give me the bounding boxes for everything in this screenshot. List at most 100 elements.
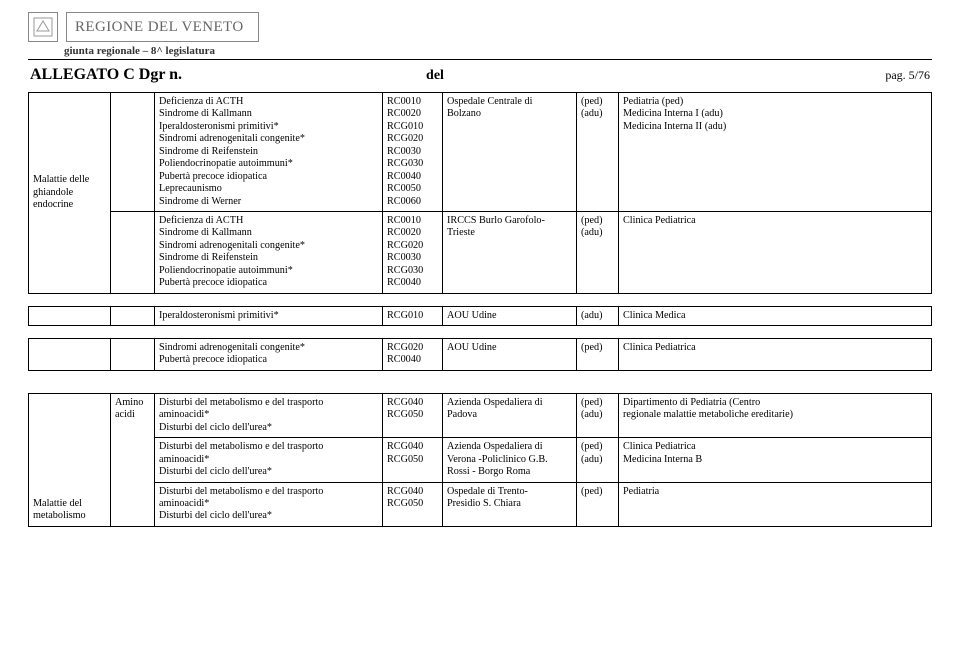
subcategory-cell bbox=[111, 339, 155, 371]
hospital-cell-line: Ospedale di Trento- bbox=[447, 486, 572, 498]
hospital-cell: AOU Udine bbox=[443, 339, 577, 371]
ped-adu-cell-line: (ped) bbox=[581, 397, 614, 409]
description-cell-line: Sindromi adrenogenitali congenite* bbox=[159, 342, 378, 354]
hospital-cell-line: Azienda Ospedaliera di bbox=[447, 397, 572, 409]
hospital-cell-line: Bolzano bbox=[447, 108, 572, 120]
description-cell-line: Poliendocrinopatie autoimmuni* bbox=[159, 158, 378, 170]
clinic-cell-line: regionale malattie metaboliche ereditari… bbox=[623, 409, 927, 421]
code-cell-line: RCG030 bbox=[387, 265, 438, 277]
code-cell-line: RC0030 bbox=[387, 146, 438, 158]
description-cell-line: Sindrome di Werner bbox=[159, 196, 378, 208]
hospital-cell-line: Rossi - Borgo Roma bbox=[447, 466, 572, 478]
subcategory-cell bbox=[111, 306, 155, 325]
clinic-cell: Dipartimento di Pediatria (Centroregiona… bbox=[619, 393, 932, 437]
code-cell-line: RC0060 bbox=[387, 196, 438, 208]
ped-adu-cell-line: (adu) bbox=[581, 310, 614, 322]
allegato-label: ALLEGATO C Dgr n. bbox=[30, 66, 182, 83]
table-row: Disturbi del metabolismo e del trasporto… bbox=[29, 438, 932, 482]
code-cell-line: RCG050 bbox=[387, 454, 438, 466]
ped-adu-cell-line: (adu) bbox=[581, 454, 614, 466]
code-cell: RCG040RCG050 bbox=[383, 438, 443, 482]
description-cell-line: Pubertà precoce idiopatica bbox=[159, 277, 378, 289]
ped-adu-cell: (ped) bbox=[577, 482, 619, 526]
category-cell bbox=[29, 339, 111, 371]
hospital-cell: IRCCS Burlo Garofolo-Trieste bbox=[443, 211, 577, 293]
hospital-cell-line: AOU Udine bbox=[447, 342, 572, 354]
description-cell-line: Sindrome di Reifenstein bbox=[159, 146, 378, 158]
ped-adu-cell: (adu) bbox=[577, 306, 619, 325]
subcategory-cell bbox=[111, 211, 155, 293]
description-cell-line: aminoacidi* bbox=[159, 498, 378, 510]
ped-adu-cell-line: (ped) bbox=[581, 342, 614, 354]
clinic-cell-line: Clinica Pediatrica bbox=[623, 215, 927, 227]
code-cell-line: RC0020 bbox=[387, 227, 438, 239]
description-cell: Sindromi adrenogenitali congenite*Pubert… bbox=[155, 339, 383, 371]
clinic-cell-line: Clinica Pediatrica bbox=[623, 342, 927, 354]
hospital-cell: Ospedale Centrale diBolzano bbox=[443, 93, 577, 212]
table-row: Sindromi adrenogenitali congenite*Pubert… bbox=[29, 339, 932, 371]
ped-adu-cell: (ped)(adu) bbox=[577, 438, 619, 482]
hospital-cell-line: Verona -Policlinico G.B. bbox=[447, 454, 572, 466]
description-cell-line: aminoacidi* bbox=[159, 409, 378, 421]
code-cell: RCG010 bbox=[383, 306, 443, 325]
clinic-cell: Clinica Medica bbox=[619, 306, 932, 325]
clinic-cell-line: Pediatria bbox=[623, 486, 927, 498]
hospital-cell: Azienda Ospedaliera diVerona -Policlinic… bbox=[443, 438, 577, 482]
region-title: REGIONE DEL VENETO bbox=[66, 12, 259, 42]
clinic-cell-line: Medicina Interna I (adu) bbox=[623, 108, 927, 120]
allegato-row: ALLEGATO C Dgr n. del pag. 5/76 bbox=[28, 66, 932, 92]
ped-adu-cell-line: (ped) bbox=[581, 96, 614, 108]
subcategory-cell bbox=[111, 93, 155, 212]
code-cell: RC0010RC0020RCG010RCG020RC0030RCG030RC00… bbox=[383, 93, 443, 212]
table-row: Iperaldosteronismi primitivi* RCG010AOU U… bbox=[29, 306, 932, 325]
description-cell: Disturbi del metabolismo e del trasporto… bbox=[155, 438, 383, 482]
main-table: Malattie delle ghiandole endocrineDefici… bbox=[28, 92, 932, 527]
clinic-cell: Clinica Pediatrica bbox=[619, 211, 932, 293]
description-cell-line: Deficienza di ACTH bbox=[159, 96, 378, 108]
code-cell-line: RCG030 bbox=[387, 158, 438, 170]
clinic-cell: Pediatria (ped)Medicina Interna I (adu)M… bbox=[619, 93, 932, 212]
description-cell-line: Sindrome di Reifenstein bbox=[159, 252, 378, 264]
description-cell-line: aminoacidi* bbox=[159, 454, 378, 466]
ped-adu-cell-line: (adu) bbox=[581, 409, 614, 421]
description-cell-line: Deficienza di ACTH bbox=[159, 215, 378, 227]
del-label: del bbox=[426, 68, 444, 83]
category-cell: Malattie del metabolismo bbox=[29, 393, 111, 526]
description-cell-line: Disturbi del ciclo dell'urea* bbox=[159, 466, 378, 478]
clinic-cell-line: Clinica Medica bbox=[623, 310, 927, 322]
clinic-cell-line: Medicina Interna B bbox=[623, 454, 927, 466]
code-cell: RCG020RC0040 bbox=[383, 339, 443, 371]
category-cell bbox=[29, 306, 111, 325]
code-cell-line: RCG040 bbox=[387, 397, 438, 409]
table-gap bbox=[29, 293, 932, 306]
page-number: pag. 5/76 bbox=[885, 68, 930, 83]
code-cell-line: RC0030 bbox=[387, 252, 438, 264]
hospital-cell: AOU Udine bbox=[443, 306, 577, 325]
ped-adu-cell-line: (ped) bbox=[581, 215, 614, 227]
code-cell-line: RCG020 bbox=[387, 342, 438, 354]
clinic-cell-line: Dipartimento di Pediatria (Centro bbox=[623, 397, 927, 409]
ped-adu-cell-line: (adu) bbox=[581, 108, 614, 120]
description-cell: Disturbi del metabolismo e del trasporto… bbox=[155, 482, 383, 526]
description-cell-line: Disturbi del ciclo dell'urea* bbox=[159, 510, 378, 522]
hospital-cell-line: IRCCS Burlo Garofolo- bbox=[447, 215, 572, 227]
header-divider bbox=[28, 59, 932, 60]
description-cell-line: Sindromi adrenogenitali congenite* bbox=[159, 133, 378, 145]
code-cell-line: RCG020 bbox=[387, 240, 438, 252]
description-cell-line: Disturbi del metabolismo e del trasporto bbox=[159, 486, 378, 498]
code-cell-line: RC0020 bbox=[387, 108, 438, 120]
table-row: Disturbi del metabolismo e del trasporto… bbox=[29, 482, 932, 526]
code-cell-line: RC0050 bbox=[387, 183, 438, 195]
header: REGIONE DEL VENETO bbox=[28, 12, 932, 42]
description-cell-line: Disturbi del metabolismo e del trasporto bbox=[159, 397, 378, 409]
description-cell-line: Iperaldosteronismi primitivi* bbox=[159, 310, 378, 322]
description-cell: Iperaldosteronismi primitivi* bbox=[155, 306, 383, 325]
description-cell-line: Leprecaunismo bbox=[159, 183, 378, 195]
hospital-cell-line: Padova bbox=[447, 409, 572, 421]
subcategory-cell: Amino acidi bbox=[111, 393, 155, 526]
code-cell: RCG040RCG050 bbox=[383, 482, 443, 526]
description-cell: Deficienza di ACTHSindrome di KallmannIp… bbox=[155, 93, 383, 212]
code-cell-line: RC0040 bbox=[387, 171, 438, 183]
table-row: Malattie delle ghiandole endocrineDefici… bbox=[29, 93, 932, 212]
code-cell-line: RC0010 bbox=[387, 215, 438, 227]
